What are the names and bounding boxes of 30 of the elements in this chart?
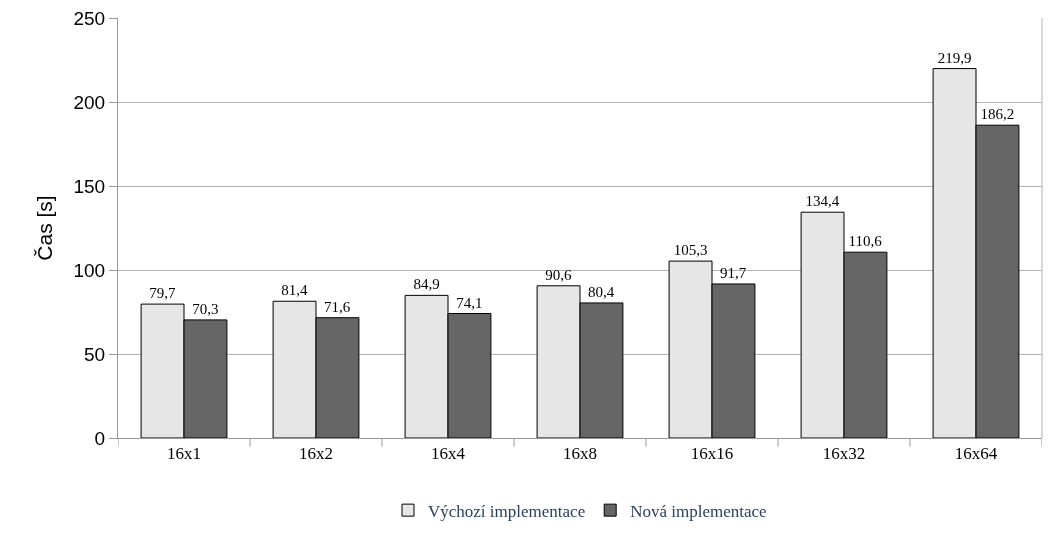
data-label: 70,3	[192, 300, 219, 317]
y-tick-label: 250	[73, 7, 106, 29]
x-tick-label: 16x4	[431, 444, 466, 464]
legend-label: Výchozí implementace	[428, 501, 586, 521]
legend-label: Nová implementace	[630, 501, 767, 521]
data-label: 186,2	[980, 106, 1015, 123]
x-tick-label: 16x16	[690, 444, 734, 464]
data-label: 110,6	[848, 233, 883, 250]
data-label: 80,4	[588, 283, 615, 300]
data-label: 91,7	[720, 264, 747, 281]
y-tick-label: 100	[73, 259, 106, 281]
data-label: 84,9	[413, 276, 440, 293]
x-tick-label: 16x1	[167, 444, 201, 464]
data-label: 81,4	[281, 282, 308, 299]
y-tick-label: 150	[73, 175, 106, 197]
y-tick-label: 0	[94, 427, 106, 449]
data-label: 79,7	[149, 285, 176, 302]
data-label: 219,9	[937, 49, 972, 66]
y-axis-title: Čas [s]	[32, 195, 56, 261]
x-tick-label: 16x32	[822, 444, 866, 464]
x-tick-label: 16x64	[954, 444, 998, 464]
y-tick-label: 50	[84, 343, 106, 365]
x-tick-label: 16x2	[299, 444, 333, 464]
data-label: 105,3	[673, 242, 708, 259]
y-tick-label: 200	[73, 91, 106, 113]
data-label: 134,4	[805, 193, 840, 210]
data-label: 71,6	[324, 298, 351, 315]
x-tick-label: 16x8	[563, 444, 597, 464]
data-label: 90,6	[545, 266, 572, 283]
data-label: 74,1	[456, 294, 483, 311]
